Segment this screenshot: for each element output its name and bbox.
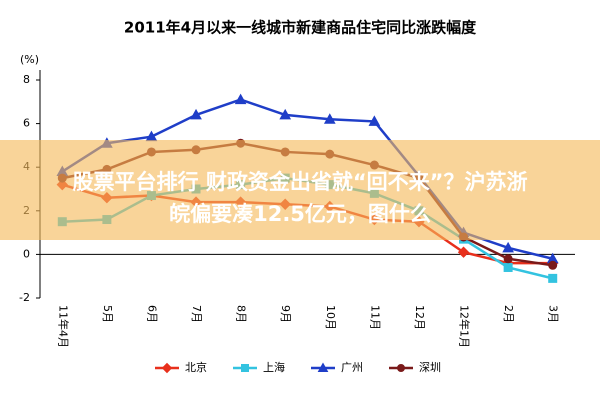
y-axis-label: (%) <box>20 53 39 66</box>
legend-label: 深圳 <box>419 361 441 374</box>
legend-label: 上海 <box>263 360 285 374</box>
y-tick-label: 8 <box>23 73 30 86</box>
point <box>503 254 513 264</box>
chart-title: 2011年4月以来一线城市新建商品住宅同比涨跌幅度 <box>124 19 477 37</box>
point <box>397 364 405 372</box>
x-tick-label: 11月 <box>368 305 381 330</box>
y-tick-label: 6 <box>23 117 30 130</box>
banner-text: 皖偏要凑12.5亿元，图什么 <box>169 202 431 226</box>
point <box>190 108 202 120</box>
point <box>503 262 513 272</box>
legend-label: 北京 <box>185 360 207 374</box>
x-tick-label: 11年4月 <box>56 305 70 348</box>
point <box>234 93 247 105</box>
legend-label: 广州 <box>341 361 363 374</box>
x-tick-label: 5月 <box>101 305 114 323</box>
x-tick-label: 6月 <box>145 305 158 323</box>
banner <box>0 140 600 240</box>
x-tick-label: 12年1月 <box>458 305 472 348</box>
y-tick-label: -2 <box>19 291 30 304</box>
y-tick-label: 0 <box>23 247 30 260</box>
point <box>161 362 173 374</box>
point <box>548 273 558 283</box>
x-tick-label: 10月 <box>324 305 337 330</box>
point <box>502 241 514 253</box>
x-tick-label: 8月 <box>235 305 248 323</box>
point <box>368 115 381 126</box>
point <box>548 260 558 270</box>
x-tick-label: 12月 <box>413 305 426 330</box>
point <box>323 113 336 124</box>
x-tick-label: 3月 <box>547 305 560 323</box>
x-tick-label: 9月 <box>279 305 292 323</box>
banner-text: 股票平台排行 财政资金出省就“回不来”？沪苏浙 <box>73 170 528 194</box>
point <box>457 246 470 258</box>
point <box>317 362 329 372</box>
point <box>279 108 292 120</box>
x-tick-label: 2月 <box>502 305 515 323</box>
x-tick-label: 7月 <box>190 305 203 323</box>
point <box>241 364 249 372</box>
